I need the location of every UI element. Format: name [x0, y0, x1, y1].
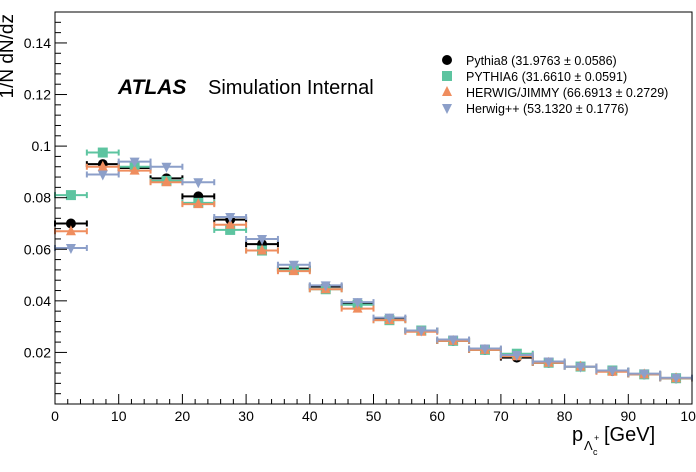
legend-marker: [442, 104, 452, 114]
data-point: [65, 225, 76, 236]
data-point: [129, 157, 140, 168]
data-point: [97, 170, 108, 181]
data-point: [161, 162, 172, 173]
data-point: [65, 190, 76, 201]
legend-item: HERWIG/JIMMY (66.6913 ± 0.2729): [442, 86, 668, 100]
legend-item: Herwig++ (53.1320 ± 0.1776): [442, 102, 629, 116]
data-point: [511, 351, 522, 361]
atlas-annotation: ATLAS Simulation Internal: [117, 76, 374, 99]
data-point: [384, 313, 395, 324]
y-tick-label: 0.02: [24, 344, 51, 360]
x-tick-label: 80: [557, 408, 573, 424]
legend-marker: [442, 71, 452, 81]
x-axis-label: p Λ c + [GeV]: [572, 424, 655, 457]
legend-item: PYTHIA6 (31.6610 ± 0.0591): [442, 70, 627, 84]
legend-item: Pythia8 (31.9763 ± 0.0586): [442, 54, 617, 68]
data-point: [65, 218, 76, 229]
data-point: [225, 213, 236, 224]
data-point: [607, 366, 618, 377]
x-tick-label: 60: [429, 408, 445, 424]
data-point: [639, 369, 650, 380]
axes: 0 10 20 30 40 50 60 70 80 90 100 0.02 0.04 0.06 0.08 0.…: [24, 21, 696, 424]
legend: Pythia8 (31.9763 ± 0.0586) PYTHIA6 (31.66…: [442, 54, 668, 116]
y-tick-label: 0.14: [24, 35, 51, 51]
y-axis-label: 1/N dN/dz: [0, 14, 18, 98]
legend-label: Herwig++ (53.1320 ± 0.1776): [466, 102, 629, 116]
x-tick-label: 70: [493, 408, 509, 424]
y-tick-label: 0.04: [24, 293, 51, 309]
data-point: [257, 244, 268, 255]
data-point: [257, 234, 268, 245]
atlas-label: ATLAS: [117, 76, 186, 99]
svg-text:c: c: [593, 447, 598, 457]
data-point: [193, 198, 204, 209]
y-tick-label: 0.08: [24, 190, 51, 206]
data-point: [65, 243, 76, 254]
legend-label: Pythia8 (31.9763 ± 0.0586): [466, 54, 617, 68]
legend-marker: [442, 55, 452, 65]
data-point: [129, 164, 140, 175]
data-point: [543, 357, 554, 368]
data-point: [225, 224, 236, 235]
data-point: [161, 176, 172, 187]
svg-text:p: p: [572, 424, 583, 446]
data-point: [448, 335, 459, 346]
data-point: [225, 218, 236, 229]
legend-label: PYTHIA6 (31.6610 ± 0.0591): [466, 70, 627, 84]
x-tick-label: 10: [111, 408, 127, 424]
legend-label: HERWIG/JIMMY (66.6913 ± 0.2729): [466, 86, 668, 100]
svg-text:[GeV]: [GeV]: [604, 424, 655, 446]
data-point: [352, 298, 363, 309]
x-tick-label: 20: [175, 408, 191, 424]
data-point: [479, 344, 490, 355]
data-point: [97, 147, 108, 158]
svg-text:Λ: Λ: [584, 438, 593, 453]
x-tick-label: 40: [302, 408, 318, 424]
x-tick-label: 30: [238, 408, 254, 424]
y-tick-label: 0.1: [32, 138, 52, 154]
x-tick-label: 100: [680, 408, 696, 424]
data-point: [575, 362, 586, 373]
data-marks: [54, 147, 693, 384]
y-tick-label: 0.06: [24, 241, 51, 257]
data-point: [193, 178, 204, 189]
x-tick-label: 90: [621, 408, 637, 424]
data-point: [416, 326, 427, 337]
data-point: [320, 281, 331, 292]
x-tick-label: 0: [51, 408, 59, 424]
data-point: [288, 260, 299, 271]
svg-text:+: +: [594, 433, 599, 443]
legend-marker: [442, 86, 452, 96]
data-point: [671, 373, 682, 384]
series-3: [54, 157, 693, 384]
x-tick-label: 50: [366, 408, 382, 424]
simulation-internal-label: Simulation Internal: [208, 77, 374, 99]
y-tick-label: 0.12: [24, 87, 51, 103]
data-point: [97, 160, 108, 171]
